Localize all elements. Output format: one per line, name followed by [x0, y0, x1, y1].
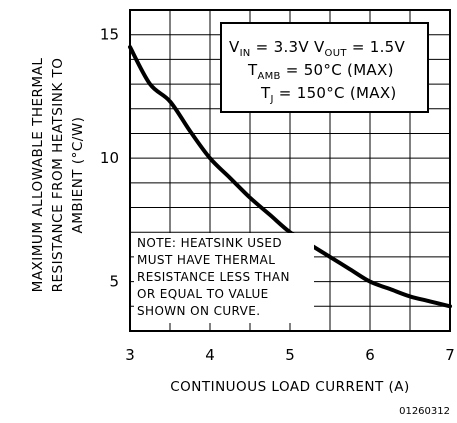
- y-axis-title-line-1: MAXIMUM ALLOWABLE THERMAL: [30, 58, 46, 293]
- y-tick-label: 10: [100, 149, 119, 167]
- conditions-box: VIN = 3.3V VOUT = 1.5V TAMB = 50°C (MAX)…: [220, 22, 429, 113]
- x-tick-label: 6: [365, 346, 375, 364]
- y-tick-label: 15: [100, 26, 119, 44]
- y-axis-title: MAXIMUM ALLOWABLE THERMAL RESISTANCE FRO…: [30, 58, 86, 293]
- condition-vin-vout: VIN = 3.3V VOUT = 1.5V: [229, 38, 406, 59]
- note-annotation: NOTE: HEATSINK USED MUST HAVE THERMAL RE…: [134, 233, 314, 323]
- series-curve: [128, 45, 452, 309]
- note-line-1: NOTE: HEATSINK USED: [137, 236, 282, 250]
- y-tick-label: 5: [109, 273, 119, 291]
- x-tick-label: 5: [285, 346, 295, 364]
- x-tick-labels: 3 4 5 6 7: [125, 346, 455, 364]
- x-axis-title: CONTINUOUS LOAD CURRENT (A): [170, 379, 410, 395]
- y-tick-labels: 5 10 15: [100, 26, 119, 291]
- note-line-4: OR EQUAL TO VALUE: [137, 287, 269, 301]
- note-line-5: SHOWN ON CURVE.: [137, 304, 260, 318]
- plot-frame: [129, 9, 451, 332]
- conditions-box-frame: [220, 22, 429, 113]
- x-tick-label: 3: [125, 346, 135, 364]
- figure-id: 01260312: [399, 406, 450, 417]
- condition-tamb: TAMB = 50°C (MAX): [247, 61, 394, 82]
- note-background: [134, 233, 314, 323]
- note-line-2: MUST HAVE THERMAL: [137, 253, 275, 267]
- condition-tj: TJ = 150°C (MAX): [260, 84, 397, 105]
- y-axis-title-line-2: RESISTANCE FROM HEATSINK TO: [50, 58, 66, 293]
- x-tick-label: 4: [205, 346, 215, 364]
- note-line-3: RESISTANCE LESS THAN: [137, 270, 290, 284]
- x-tick-label: 7: [445, 346, 455, 364]
- y-axis-title-line-3: AMBIENT (°C/W): [70, 117, 86, 234]
